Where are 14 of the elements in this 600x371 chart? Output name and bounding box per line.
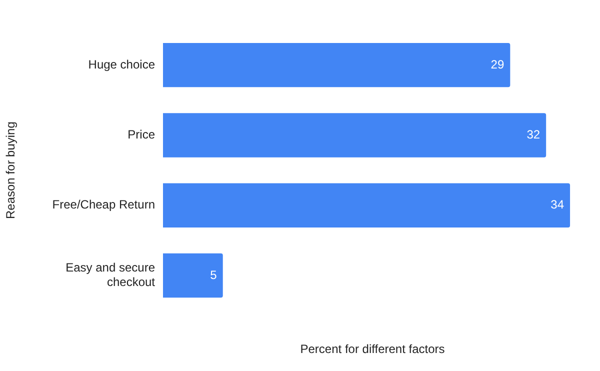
bar — [163, 42, 510, 88]
data-label: 34 — [550, 198, 564, 212]
data-label: 29 — [490, 57, 504, 72]
bar — [163, 253, 223, 298]
data-label: 32 — [526, 128, 540, 142]
bar — [163, 183, 570, 228]
bar — [163, 113, 546, 158]
y-axis-title: Reason for buying — [4, 122, 18, 220]
y-tick-label: Price — [128, 128, 156, 142]
y-tick-label: Free/Cheap Return — [52, 198, 155, 212]
data-label: 5 — [210, 268, 218, 282]
y-tick-label: Huge choice — [88, 57, 156, 72]
x-axis-title: Percent for different factors — [300, 342, 445, 356]
y-tick-label: Easy and secure checkout — [66, 260, 156, 290]
